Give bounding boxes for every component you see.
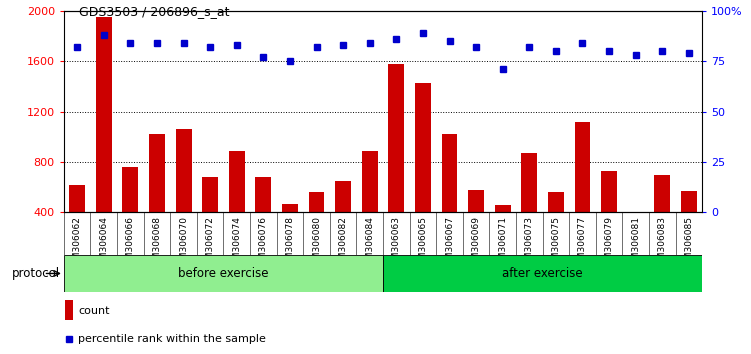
- Text: GSM306072: GSM306072: [206, 216, 215, 271]
- Text: protocol: protocol: [12, 267, 60, 280]
- Text: after exercise: after exercise: [502, 267, 583, 280]
- Bar: [442, 134, 457, 263]
- Text: GSM306066: GSM306066: [126, 216, 135, 271]
- Text: GSM306075: GSM306075: [551, 216, 560, 271]
- Text: before exercise: before exercise: [178, 267, 269, 280]
- Bar: [335, 181, 351, 263]
- Text: GSM306078: GSM306078: [285, 216, 294, 271]
- Bar: [468, 190, 484, 263]
- Bar: [229, 150, 245, 263]
- Text: GSM306071: GSM306071: [498, 216, 507, 271]
- Text: GSM306068: GSM306068: [152, 216, 161, 271]
- Bar: [96, 17, 112, 263]
- Bar: [575, 122, 590, 263]
- Bar: [149, 134, 165, 263]
- Bar: [388, 64, 404, 263]
- Bar: [309, 192, 324, 263]
- Bar: [548, 192, 564, 263]
- Text: GSM306076: GSM306076: [259, 216, 268, 271]
- Text: GSM306065: GSM306065: [418, 216, 427, 271]
- Bar: [362, 150, 378, 263]
- Text: GSM306084: GSM306084: [365, 216, 374, 271]
- Bar: [654, 175, 671, 263]
- Bar: [383, 255, 702, 292]
- Bar: [65, 300, 74, 320]
- Bar: [176, 129, 192, 263]
- Bar: [255, 177, 271, 263]
- Bar: [69, 185, 85, 263]
- Text: percentile rank within the sample: percentile rank within the sample: [78, 333, 266, 343]
- Bar: [122, 167, 138, 263]
- Text: GSM306073: GSM306073: [525, 216, 534, 271]
- Text: GSM306079: GSM306079: [605, 216, 614, 271]
- Bar: [628, 221, 644, 263]
- Text: GSM306077: GSM306077: [578, 216, 587, 271]
- Bar: [495, 205, 511, 263]
- Text: GSM306063: GSM306063: [392, 216, 401, 271]
- Text: GSM306083: GSM306083: [658, 216, 667, 271]
- Bar: [415, 82, 431, 263]
- Bar: [521, 153, 537, 263]
- Bar: [681, 191, 697, 263]
- Text: GSM306067: GSM306067: [445, 216, 454, 271]
- Text: GSM306081: GSM306081: [631, 216, 640, 271]
- Text: GSM306074: GSM306074: [232, 216, 241, 271]
- Bar: [282, 204, 298, 263]
- Text: GDS3503 / 206896_s_at: GDS3503 / 206896_s_at: [79, 5, 229, 18]
- Text: GSM306062: GSM306062: [73, 216, 82, 271]
- Text: GSM306080: GSM306080: [312, 216, 321, 271]
- Text: GSM306069: GSM306069: [472, 216, 481, 271]
- Bar: [202, 177, 218, 263]
- Text: GSM306085: GSM306085: [684, 216, 693, 271]
- Text: count: count: [78, 306, 110, 316]
- Text: GSM306082: GSM306082: [339, 216, 348, 271]
- Text: GSM306064: GSM306064: [99, 216, 108, 271]
- Bar: [601, 171, 617, 263]
- Bar: [64, 255, 383, 292]
- Text: GSM306070: GSM306070: [179, 216, 188, 271]
